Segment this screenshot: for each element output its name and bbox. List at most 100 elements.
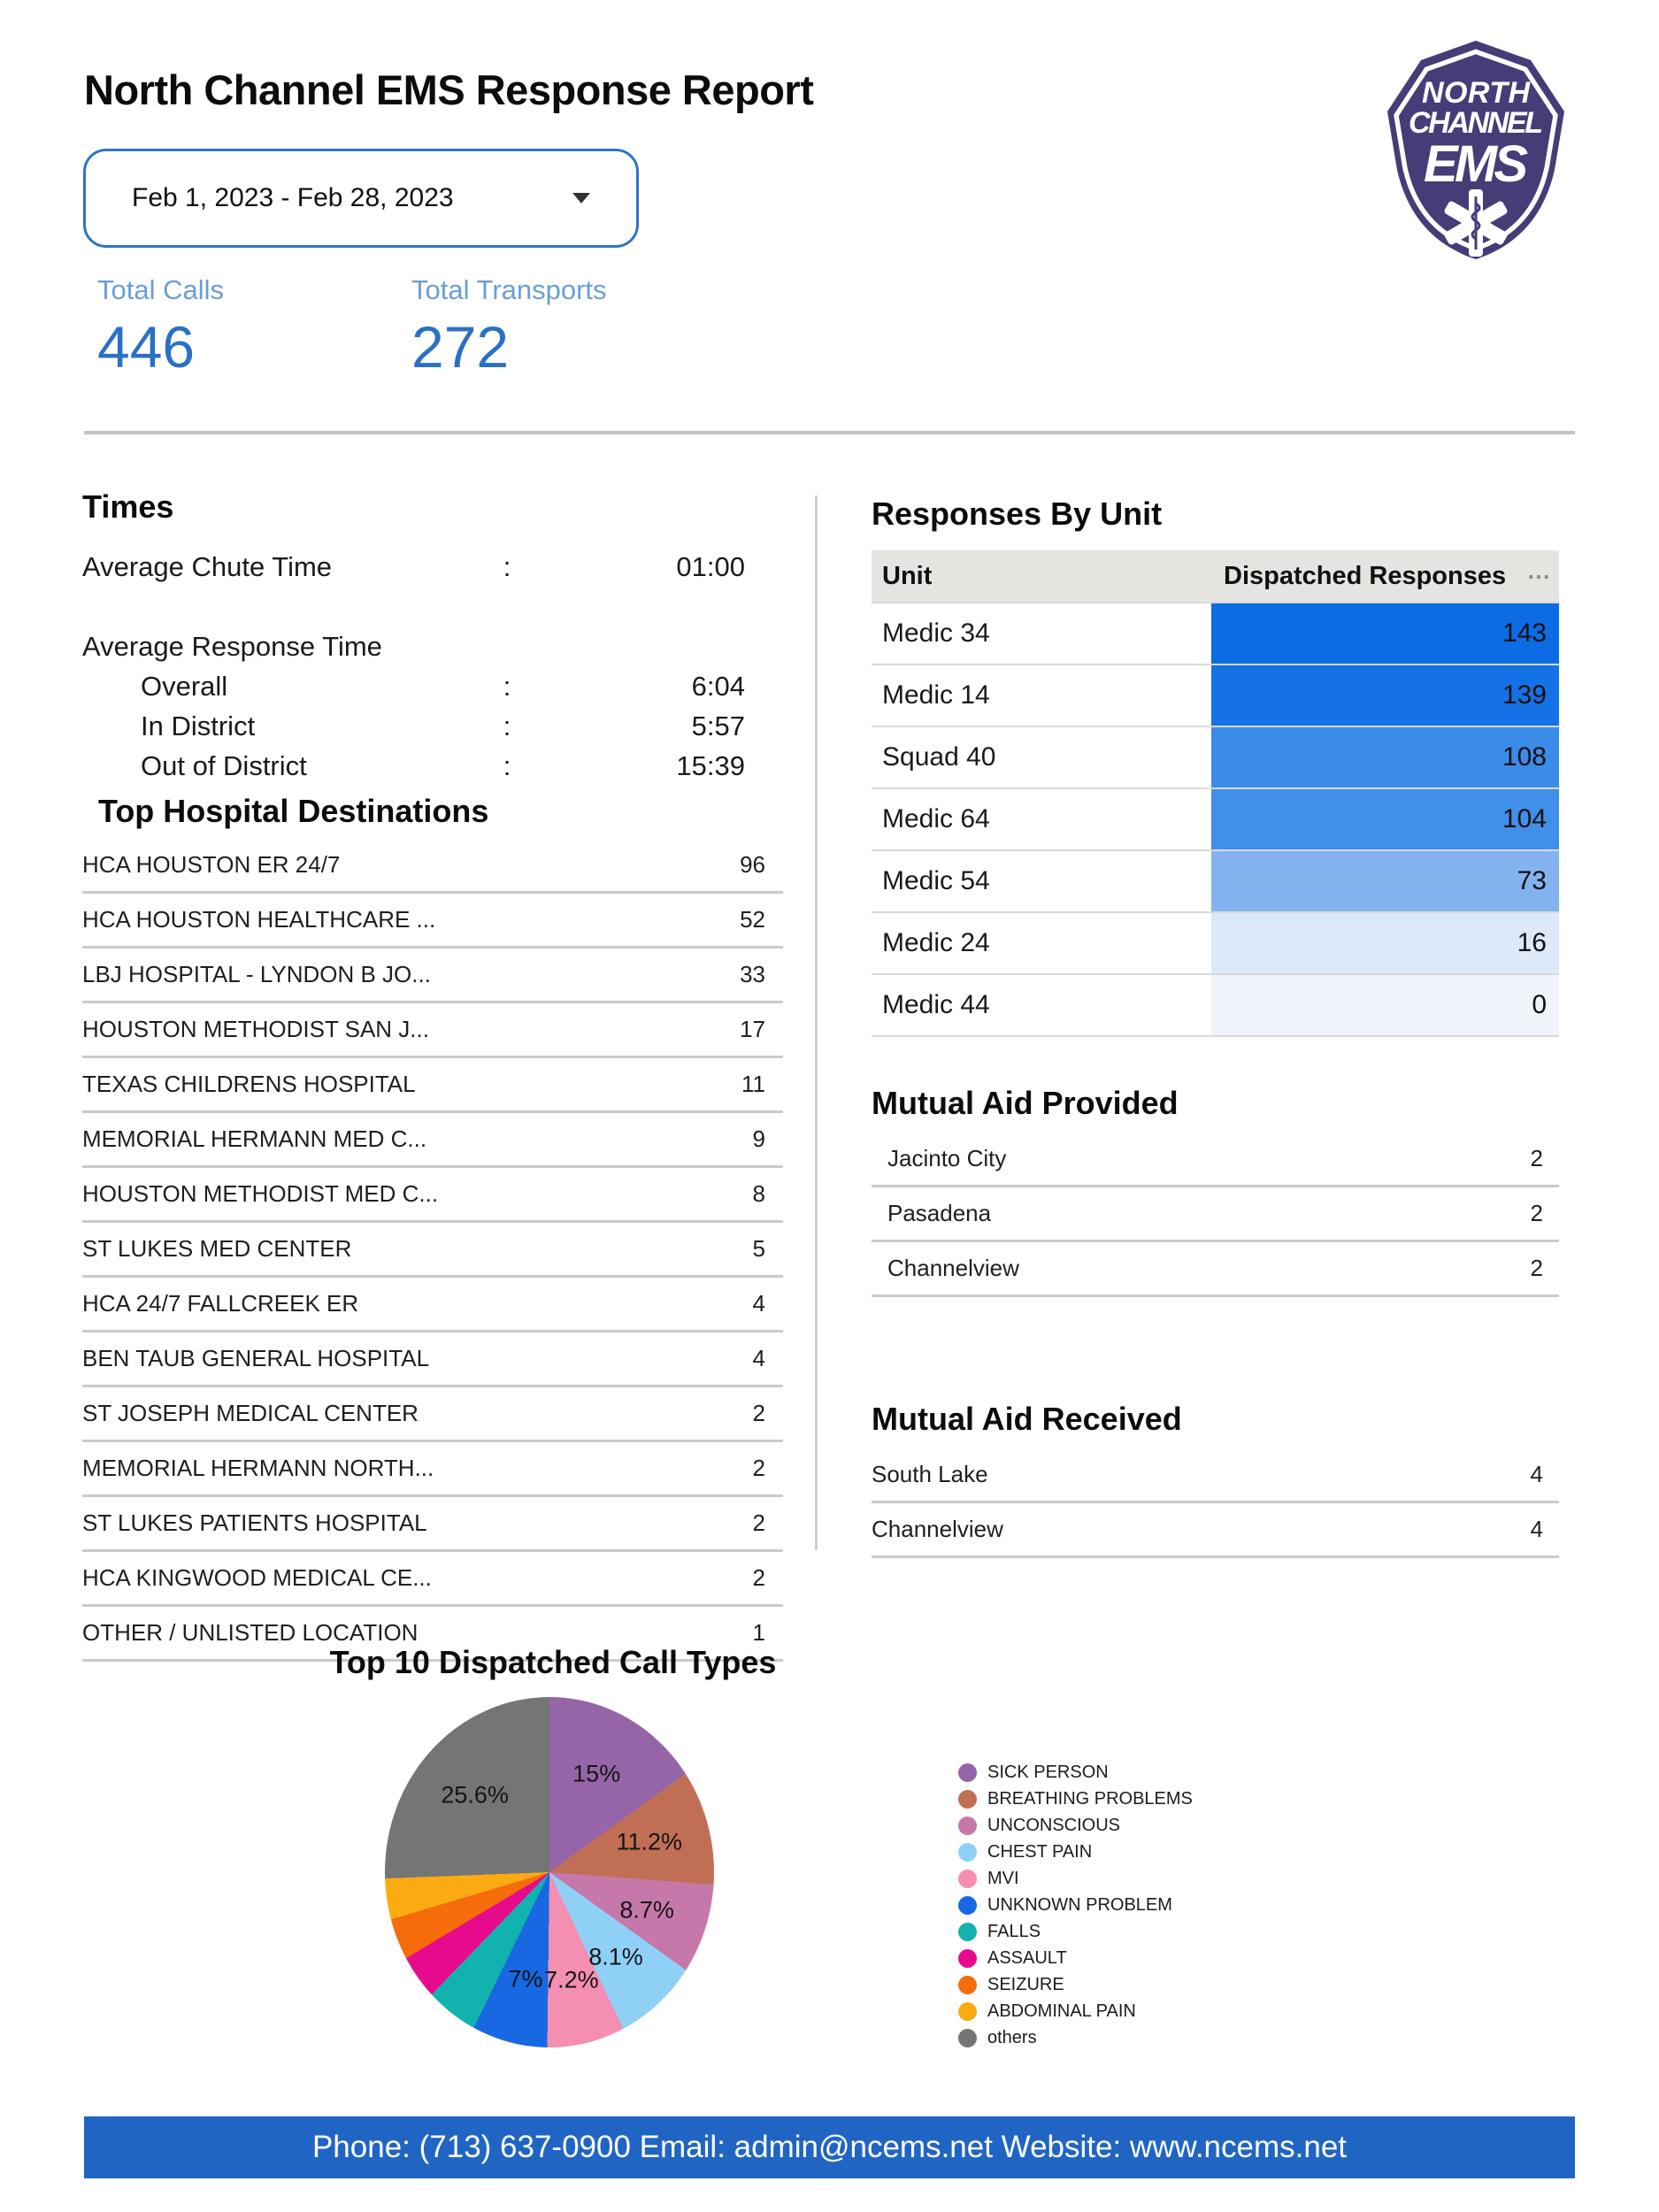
mutual-aid-row: South Lake 4 bbox=[872, 1448, 1559, 1503]
unit-name-cell: Medic 64 bbox=[882, 804, 990, 833]
stat-value: 446 bbox=[97, 314, 196, 380]
times-colon: : bbox=[503, 550, 511, 582]
legend-label: CHEST PAIN bbox=[987, 1841, 1093, 1862]
hospital-name: HOUSTON METHODIST MED C... bbox=[82, 1180, 439, 1207]
table-row: Squad 40 108 bbox=[872, 726, 1559, 787]
logo-text-ems: EMS bbox=[1424, 135, 1528, 193]
mutual-aid-provided-list: Jacinto City 2 Pasadena 2 Channelview 2 bbox=[872, 1133, 1559, 1297]
page-title: North Channel EMS Response Report bbox=[84, 66, 814, 113]
mutual-aid-received-heading: Mutual Aid Received bbox=[872, 1401, 1182, 1437]
legend-label: others bbox=[987, 2027, 1037, 2047]
stat-label: Total Transports bbox=[411, 274, 607, 305]
mutual-aid-row: Pasadena 2 bbox=[872, 1187, 1559, 1242]
north-channel-ems-logo: NORTH CHANNEL EMS bbox=[1387, 41, 1564, 259]
hospital-row: TEXAS CHILDRENS HOSPITAL 11 bbox=[82, 1058, 783, 1113]
times-colon: : bbox=[503, 710, 511, 741]
pie-chart-title: Top 10 Dispatched Call Types bbox=[329, 1644, 777, 1680]
times-row: Overall : 6:04 bbox=[82, 666, 758, 706]
legend-item: ASSAULT bbox=[958, 1945, 1193, 1971]
legend-swatch-icon bbox=[958, 1842, 977, 1862]
pie-slice-label: 15% bbox=[572, 1760, 621, 1787]
pie-slice-label: 7.2% bbox=[544, 1966, 599, 1993]
legend-label: UNCONSCIOUS bbox=[987, 1815, 1121, 1835]
table-row: Medic 54 73 bbox=[872, 849, 1559, 911]
agency-name: Jacinto City bbox=[887, 1145, 1007, 1171]
unit-name-cell: Medic 44 bbox=[882, 990, 990, 1019]
times-value: 6:04 bbox=[691, 670, 745, 702]
times-heading: Times bbox=[82, 488, 174, 525]
times-value: 15:39 bbox=[676, 749, 745, 781]
mutual-aid-received-list: South Lake 4 Channelview 4 bbox=[872, 1448, 1559, 1558]
unit-name-cell: Medic 24 bbox=[882, 928, 990, 957]
legend-item: SICK PERSON bbox=[958, 1759, 1193, 1786]
hospital-row: ST LUKES MED CENTER 5 bbox=[82, 1223, 783, 1278]
pie-slice-label: 11.2% bbox=[616, 1828, 682, 1855]
legend-swatch-icon bbox=[958, 1816, 977, 1835]
hospital-name: HCA 24/7 FALLCREEK ER bbox=[82, 1290, 359, 1317]
legend-swatch-icon bbox=[958, 2028, 977, 2047]
hospital-count: 2 bbox=[752, 1564, 765, 1591]
table-row: Medic 14 139 bbox=[872, 664, 1559, 726]
table-row: Medic 24 16 bbox=[872, 911, 1559, 973]
right-column: Responses By Unit Unit Dispatched Respon… bbox=[872, 495, 1559, 1558]
hospital-row: OTHER / UNLISTED LOCATION 1 bbox=[82, 1607, 783, 1662]
legend-item: others bbox=[958, 2024, 1193, 2051]
times-colon: : bbox=[503, 749, 511, 781]
times-label: Out of District bbox=[141, 749, 307, 781]
times-label: Average Chute Time bbox=[82, 550, 333, 582]
dispatched-responses-cell: 0 bbox=[1211, 975, 1559, 1035]
column-header-dispatched-responses[interactable]: Dispatched Responses ⋯ bbox=[1211, 562, 1559, 591]
date-range-value: Feb 1, 2023 - Feb 28, 2023 bbox=[132, 183, 454, 212]
hospital-count: 1 bbox=[752, 1619, 765, 1646]
hospital-count: 9 bbox=[752, 1125, 765, 1152]
hospital-count: 2 bbox=[752, 1509, 765, 1536]
vertical-divider bbox=[815, 495, 818, 1550]
agency-count: 2 bbox=[1530, 1145, 1543, 1171]
footer-bar: Phone: (713) 637-0900 Email: admin@ncems… bbox=[84, 2116, 1575, 2178]
hospital-row: HCA KINGWOOD MEDICAL CE... 2 bbox=[82, 1552, 783, 1607]
logo-text-channel: CHANNEL bbox=[1409, 106, 1543, 140]
hospital-name: ST JOSEPH MEDICAL CENTER bbox=[82, 1400, 419, 1426]
dispatched-responses-cell: 16 bbox=[1211, 913, 1559, 973]
dispatched-responses-cell: 108 bbox=[1211, 727, 1559, 787]
hospital-count: 11 bbox=[741, 1071, 765, 1097]
legend-item: UNCONSCIOUS bbox=[958, 1812, 1193, 1839]
legend-item: UNKNOWN PROBLEM bbox=[958, 1892, 1193, 1918]
hospital-name: ST LUKES PATIENTS HOSPITAL bbox=[82, 1509, 427, 1536]
legend-label: FALLS bbox=[987, 1921, 1041, 1941]
times-row: Average Response Time bbox=[82, 626, 758, 666]
hospital-name: OTHER / UNLISTED LOCATION bbox=[82, 1619, 419, 1646]
hospital-row: HOUSTON METHODIST SAN J... 17 bbox=[82, 1003, 783, 1058]
table-row: Medic 44 0 bbox=[872, 973, 1559, 1035]
legend-swatch-icon bbox=[958, 1895, 977, 1915]
horizontal-divider bbox=[84, 431, 1575, 434]
stat-label: Total Calls bbox=[97, 274, 224, 305]
legend-item: FALLS bbox=[958, 1918, 1193, 1945]
legend-item: SEIZURE bbox=[958, 1971, 1193, 1998]
stat-total-calls: Total Calls 446 bbox=[97, 274, 411, 380]
column-header-unit[interactable]: Unit bbox=[882, 561, 933, 590]
hospital-name: HCA HOUSTON HEALTHCARE ... bbox=[82, 906, 436, 933]
unit-name-cell: Medic 14 bbox=[882, 680, 990, 710]
column-header-label: Dispatched Responses bbox=[1224, 561, 1507, 590]
legend-label: SICK PERSON bbox=[987, 1762, 1109, 1782]
hospital-name: HOUSTON METHODIST SAN J... bbox=[82, 1016, 429, 1042]
hospital-count: 17 bbox=[740, 1016, 765, 1042]
logo-shield bbox=[1387, 41, 1564, 259]
hospital-row: HCA 24/7 FALLCREEK ER 4 bbox=[82, 1278, 783, 1333]
legend-label: UNKNOWN PROBLEM bbox=[987, 1894, 1172, 1915]
mutual-aid-row: Jacinto City 2 bbox=[872, 1133, 1559, 1187]
hospital-name: MEMORIAL HERMANN MED C... bbox=[82, 1125, 427, 1152]
times-row: In District : 5:57 bbox=[82, 706, 758, 746]
times-row: Average Chute Time : 01:00 bbox=[82, 547, 758, 587]
pie-slice-label: 7% bbox=[508, 1965, 543, 1993]
hospital-count: 4 bbox=[752, 1290, 765, 1317]
date-range-selector[interactable]: Feb 1, 2023 - Feb 28, 2023 bbox=[83, 149, 639, 248]
legend-item: MVI bbox=[958, 1865, 1193, 1892]
times-row: Out of District : 15:39 bbox=[82, 746, 758, 786]
hospital-row: HCA HOUSTON ER 24/7 96 bbox=[82, 839, 783, 894]
column-menu-icon[interactable]: ⋯ bbox=[1527, 562, 1550, 589]
agency-count: 4 bbox=[1530, 1516, 1543, 1542]
legend-item: BREATHING PROBLEMS bbox=[958, 1786, 1193, 1812]
hospital-name: MEMORIAL HERMANN NORTH... bbox=[82, 1455, 434, 1481]
